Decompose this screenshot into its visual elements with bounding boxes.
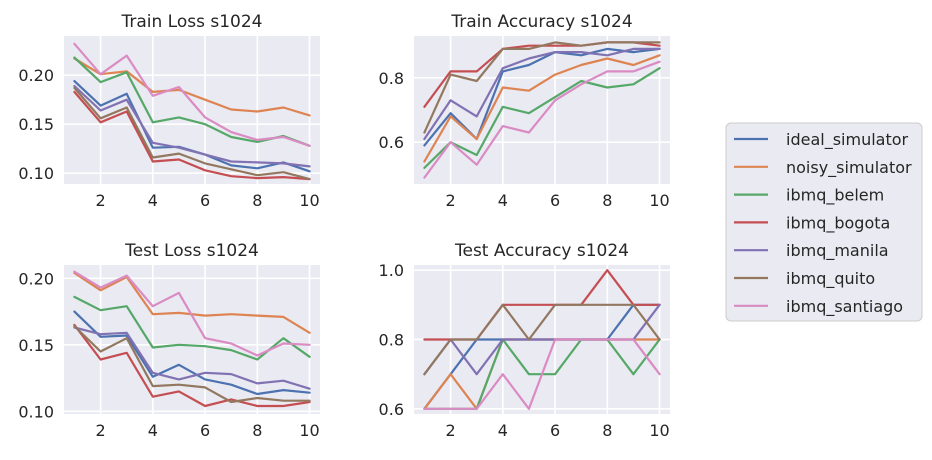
series-line-noisy-simulator <box>73 57 311 117</box>
legend: ideal_simulator noisy_simulator ibmq_belem… <box>725 122 923 322</box>
series-line-ibmq-bogota <box>73 323 311 408</box>
x-tick-label: 2 <box>445 191 455 210</box>
series-line-ibmq-bogota <box>73 90 311 181</box>
y-tick-label: 0.8 <box>379 331 404 350</box>
x-tick-label: 8 <box>252 191 262 210</box>
series-line-ibmq-manila <box>73 326 311 390</box>
subplot-2: 2 4 6 8 10 0.6 0.8 Train Accuracy s1024 <box>379 12 670 210</box>
legend-label: noisy_simulator <box>786 158 912 178</box>
series-line-ibmq-quito <box>423 41 661 134</box>
legend-entry-ideal-simulator: ideal_simulator <box>734 130 909 150</box>
x-tick-label: 4 <box>148 191 158 210</box>
x-tick-label: 2 <box>95 421 105 440</box>
series-line-ibmq-santiago <box>73 270 311 357</box>
legend-frame <box>725 122 923 322</box>
x-tick-label: 8 <box>602 421 612 440</box>
series-line-ibmq-santiago <box>423 338 661 410</box>
y-tick-label: 1.0 <box>379 261 404 280</box>
legend-label: ibmq_quito <box>786 269 875 289</box>
legend-entry-noisy-simulator: noisy_simulator <box>734 158 912 178</box>
x-tick-label: 10 <box>299 421 319 440</box>
x-tick-label: 10 <box>299 191 319 210</box>
legend-label: ibmq_belem <box>786 186 884 206</box>
y-tick-label: 0.8 <box>379 69 404 88</box>
y-tick-label: 0.10 <box>18 164 54 183</box>
legend-label: ibmq_santiago <box>786 297 903 317</box>
series-line-ibmq-quito <box>73 325 311 404</box>
subplot-title: Train Loss s1024 <box>120 12 262 32</box>
y-tick-label: 0.6 <box>379 400 404 419</box>
y-tick-label: 0.20 <box>18 66 54 85</box>
x-tick-label: 8 <box>602 191 612 210</box>
x-tick-label: 2 <box>445 421 455 440</box>
x-tick-label: 4 <box>498 421 508 440</box>
plot-background <box>64 265 320 414</box>
x-tick-label: 2 <box>95 191 105 210</box>
x-tick-label: 10 <box>649 421 669 440</box>
legend-entry-ibmq-bogota: ibmq_bogota <box>734 213 890 233</box>
subplot-1: 2 4 6 8 10 0.10 0.15 0.20 Train Loss s1024 <box>18 12 320 210</box>
x-tick-label: 6 <box>550 421 560 440</box>
series-line-ibmq-quito <box>423 303 661 376</box>
series-line-ideal-simulator <box>423 47 661 147</box>
subplot-3: 2 4 6 8 10 0.10 0.15 0.20 Test Loss s1024 <box>18 241 320 440</box>
legend-entry-ibmq-belem: ibmq_belem <box>734 186 884 206</box>
series-line-ibmq-quito <box>73 86 311 181</box>
x-tick-label: 6 <box>550 191 560 210</box>
y-tick-label: 0.15 <box>18 336 54 355</box>
series-line-noisy-simulator <box>423 54 661 163</box>
series-line-ibmq-santiago <box>73 42 311 147</box>
legend-label: ibmq_manila <box>786 241 889 261</box>
y-tick-label: 0.10 <box>18 402 54 421</box>
subplot-title: Test Loss s1024 <box>124 241 259 261</box>
series-line-ibmq-belem <box>423 67 661 169</box>
x-tick-label: 4 <box>498 191 508 210</box>
x-tick-label: 4 <box>148 421 158 440</box>
series-line-ibmq-santiago <box>423 60 661 179</box>
legend-entry-ibmq-manila: ibmq_manila <box>734 241 889 261</box>
y-tick-label: 0.6 <box>379 133 404 152</box>
legend-entry-ibmq-quito: ibmq_quito <box>734 269 875 289</box>
legend-label: ibmq_bogota <box>786 213 890 233</box>
x-tick-label: 6 <box>200 191 210 210</box>
subplot-title: Train Accuracy s1024 <box>450 12 632 32</box>
y-tick-label: 0.20 <box>18 269 54 288</box>
x-tick-label: 8 <box>252 421 262 440</box>
series-line-ideal-simulator <box>73 310 311 396</box>
x-tick-label: 6 <box>200 421 210 440</box>
legend-entry-ibmq-santiago: ibmq_santiago <box>734 297 903 317</box>
x-tick-label: 10 <box>649 191 669 210</box>
y-tick-label: 0.15 <box>18 115 54 134</box>
subplot-4: 2 4 6 8 10 0.6 0.8 1.0 Test Accuracy s1024 <box>379 241 670 440</box>
series-line-ibmq-manila <box>423 47 661 141</box>
subplot-title: Test Accuracy s1024 <box>454 241 629 261</box>
subplots-grid: 2 4 6 8 10 0.10 0.15 0.20 Train Loss s1024 2 4 6 8 10… <box>18 12 670 440</box>
plot-background <box>414 36 670 184</box>
series-line-ibmq-manila <box>73 84 311 168</box>
legend-label: ideal_simulator <box>786 130 909 150</box>
